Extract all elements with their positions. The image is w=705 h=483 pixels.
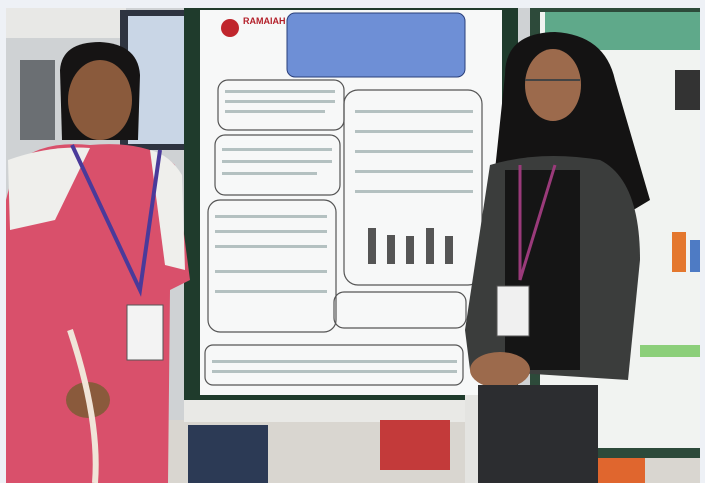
logo-mark xyxy=(221,19,239,37)
poster-title-box xyxy=(286,12,466,78)
poster-sections xyxy=(204,79,483,386)
ceiling xyxy=(6,8,126,38)
woman-saree xyxy=(6,144,190,483)
woman-blouse xyxy=(8,147,90,230)
girl-face xyxy=(525,49,581,121)
bg-object xyxy=(380,420,450,470)
right-poster-band xyxy=(640,345,700,357)
poster-text-lines xyxy=(212,90,473,373)
logo-text: RAMAIAH xyxy=(243,16,286,26)
scene: RAMAIAH xyxy=(6,8,700,483)
right-poster-bar xyxy=(690,240,700,272)
board-base xyxy=(184,400,518,422)
poster-figure-bars xyxy=(368,228,453,264)
saree-border xyxy=(67,329,99,483)
woman-badge xyxy=(126,304,164,361)
girl-badge xyxy=(496,285,530,337)
woman-face xyxy=(68,60,132,140)
right-poster-bar xyxy=(672,232,686,272)
board-leg xyxy=(465,395,479,483)
bg-door xyxy=(20,60,55,140)
girl-lanyard xyxy=(518,164,557,281)
girl-trousers xyxy=(478,385,598,483)
girl-hands xyxy=(470,352,530,388)
person-legs xyxy=(188,425,268,483)
woman-sleeve xyxy=(150,150,185,270)
woman-lanyard xyxy=(70,144,162,297)
right-poster-image xyxy=(675,70,700,110)
girl-top xyxy=(505,170,580,370)
